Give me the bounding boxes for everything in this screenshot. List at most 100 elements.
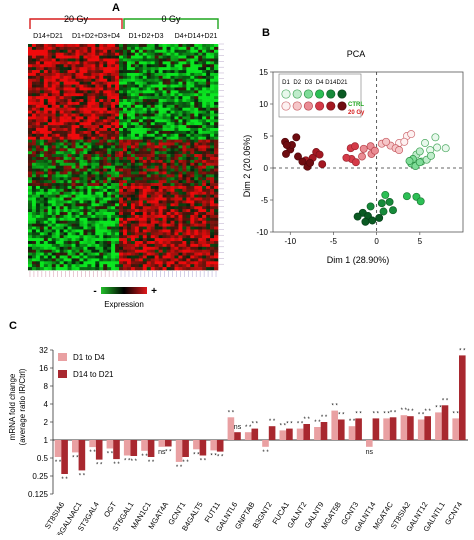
heatmap-cell — [134, 241, 140, 245]
heatmap-cell — [198, 87, 203, 91]
heatmap-cell — [190, 223, 195, 227]
heatmap-cell — [206, 246, 211, 251]
heatmap-cell — [59, 241, 64, 245]
heatmap-cell — [214, 78, 219, 82]
heatmap-cell — [55, 223, 60, 227]
heatmap-cell — [214, 180, 219, 184]
heatmap-cell — [142, 159, 148, 164]
heatmap-cell — [28, 174, 33, 178]
heatmap-cell — [146, 180, 152, 184]
heatmap-cell — [95, 177, 100, 181]
heatmap-cell — [142, 191, 148, 195]
heatmap-cell — [150, 209, 155, 213]
heatmap-cell — [111, 264, 116, 268]
heatmap-cell — [130, 185, 136, 190]
heatmap-cell — [123, 223, 128, 227]
heatmap-cell — [119, 64, 124, 68]
heatmap-cell — [210, 168, 215, 172]
heatmap-cell — [103, 249, 108, 253]
heatmap-cell — [206, 52, 211, 56]
heatmap-cell — [174, 99, 179, 103]
heatmap-cell — [47, 78, 53, 82]
heatmap-cell — [79, 119, 84, 123]
heatmap-cell — [99, 261, 104, 265]
heatmap-cell — [154, 255, 159, 259]
heatmap-cell — [150, 168, 155, 172]
heatmap-cell — [99, 122, 104, 126]
heatmap-cell — [51, 183, 57, 187]
heatmap-cell — [51, 116, 57, 120]
heatmap-cell — [75, 200, 80, 204]
heatmap-cell — [210, 130, 215, 135]
heatmap-cell — [174, 197, 179, 201]
heatmap-cell — [190, 235, 195, 239]
heatmap-cell — [87, 264, 92, 268]
heatmap-cell — [115, 249, 120, 253]
heatmap-cell — [79, 226, 84, 230]
heatmap-cell — [214, 177, 219, 181]
heatmap-cell — [31, 249, 37, 253]
heatmap-cell — [59, 197, 64, 201]
heatmap-cell — [28, 145, 33, 149]
heatmap-cell — [130, 125, 136, 129]
heatmap-cell — [43, 128, 49, 132]
heatmap-cell — [71, 206, 76, 210]
heatmap-cell — [210, 136, 215, 140]
heatmap-cell — [210, 90, 215, 94]
heatmap-cell — [103, 194, 108, 198]
significance-stars: * * — [79, 473, 86, 479]
heatmap-cell — [95, 191, 100, 195]
heatmap-cell — [170, 217, 175, 222]
heatmap-cell — [130, 165, 136, 169]
heatmap-cell — [142, 183, 148, 187]
heatmap-cell — [186, 249, 191, 253]
heatmap-cell — [63, 159, 68, 164]
heatmap-cell — [71, 197, 76, 201]
heatmap-cell — [154, 104, 159, 109]
heatmap-cell — [43, 220, 49, 224]
heatmap-cell — [107, 220, 112, 224]
heatmap-cell — [182, 246, 187, 251]
heatmap-cell — [31, 104, 37, 109]
heatmap-cell — [87, 58, 92, 62]
heatmap-cell — [119, 206, 124, 210]
heatmap-cell — [111, 125, 116, 129]
heatmap-cell — [47, 151, 53, 155]
heatmap-cell — [138, 209, 144, 213]
heatmap-cell — [39, 188, 45, 193]
heatmap-cell — [194, 116, 199, 120]
heatmap-cell — [150, 223, 155, 227]
heatmap-cell — [190, 125, 195, 129]
heatmap-cell — [154, 119, 159, 123]
heatmap-cell — [182, 258, 187, 262]
heatmap-cell — [158, 130, 163, 135]
heatmap-cell — [210, 148, 215, 152]
heatmap-cell — [166, 206, 171, 210]
heatmap-cell — [214, 130, 219, 135]
heatmap-cell — [190, 93, 195, 97]
heatmap-cell — [206, 159, 211, 164]
heatmap-cell — [142, 217, 148, 222]
heatmap-cell — [111, 258, 116, 262]
heatmap-cell — [126, 142, 132, 146]
heatmap-cell — [174, 154, 179, 158]
heatmap-cell — [142, 238, 148, 242]
heatmap-cell — [154, 116, 159, 120]
heatmap-cell — [198, 96, 203, 100]
heatmap-cell — [138, 180, 144, 184]
heatmap-cell — [55, 49, 60, 53]
heatmap-cell — [190, 113, 195, 117]
heatmap-cell — [115, 101, 120, 106]
heatmap-cell — [47, 197, 53, 201]
heatmap-cell — [99, 165, 104, 169]
heatmap-cell — [31, 238, 37, 242]
heatmap-cell — [75, 44, 80, 48]
heatmap-cell — [115, 96, 120, 100]
heatmap-cell — [67, 188, 72, 193]
heatmap-cell — [59, 122, 64, 126]
heatmap-cell — [55, 148, 60, 152]
heatmap-cell — [162, 130, 167, 135]
legend-20gy-marker — [337, 101, 347, 111]
heatmap-cell — [99, 90, 104, 94]
heatmap-cell — [67, 197, 72, 201]
